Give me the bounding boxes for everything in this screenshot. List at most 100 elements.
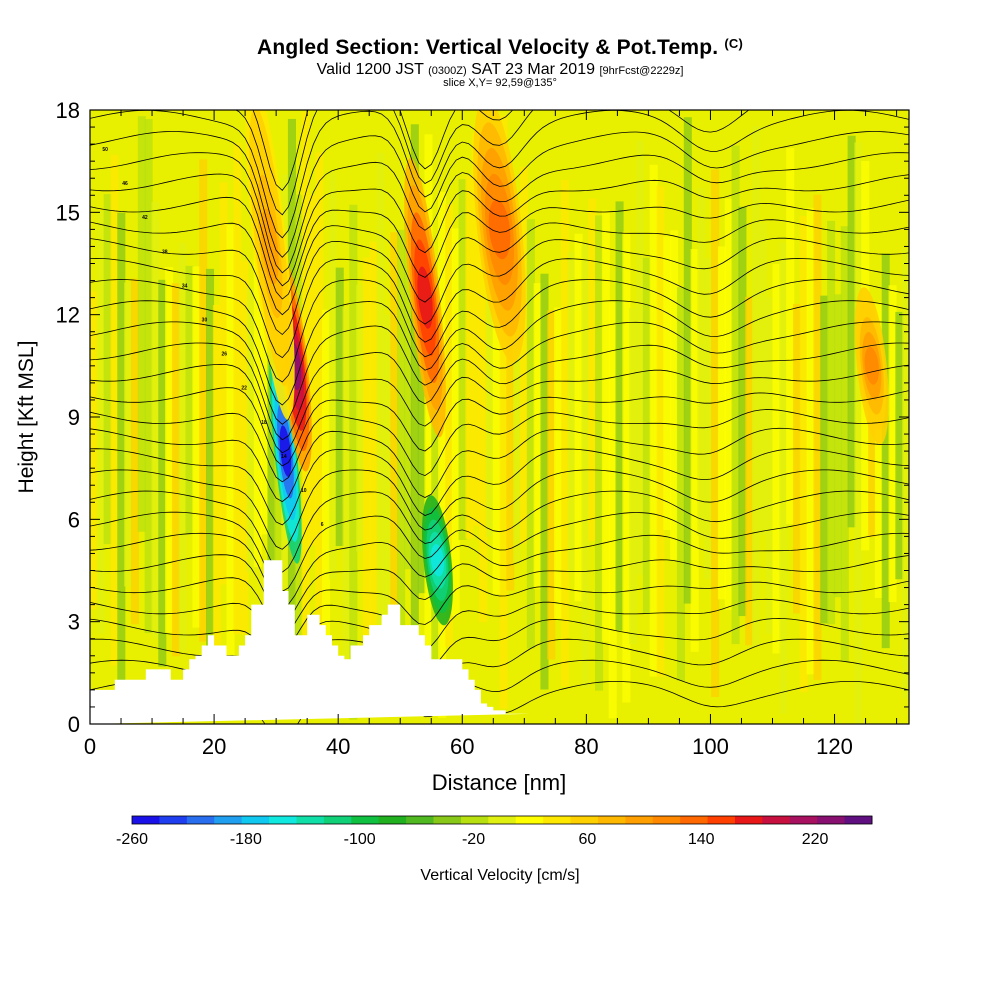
- velocity-stripe: [383, 314, 392, 691]
- contour-label: 14: [281, 454, 287, 460]
- x-axis-label: Distance [nm]: [432, 770, 567, 795]
- velocity-stripe: [472, 133, 481, 527]
- colorbar-tick-label: -20: [462, 831, 485, 848]
- contour-label: 42: [142, 215, 148, 221]
- theta-contour-line: [235, 110, 750, 216]
- velocity-stripe: [758, 222, 767, 535]
- y-tick-label: 18: [56, 98, 80, 123]
- theta-contour-line: [90, 409, 909, 483]
- contour-label: 38: [162, 249, 168, 255]
- contour-label: 30: [202, 317, 208, 323]
- colorbar-swatch: [707, 816, 736, 824]
- velocity-stripe: [465, 175, 474, 539]
- colorbar-tick-label: -180: [230, 831, 262, 848]
- theta-contour-line: [90, 511, 909, 592]
- x-tick-label: 20: [202, 734, 226, 759]
- velocity-stripe: [738, 206, 747, 617]
- velocity-stripe: [752, 125, 761, 647]
- velocity-stripe: [226, 224, 235, 658]
- velocity-stripe: [206, 268, 215, 697]
- velocity-stripe: [772, 263, 781, 654]
- velocity-stripe: [567, 252, 576, 573]
- y-axis-label: Height [Kft MSL]: [15, 341, 38, 494]
- velocity-stripe: [376, 152, 385, 664]
- colorbar-swatch: [789, 816, 818, 824]
- velocity-stripe: [158, 279, 167, 667]
- forecast-info: [9hrFcst@2229z]: [599, 65, 684, 77]
- theta-contour-line: [90, 219, 909, 316]
- velocity-stripe: [608, 302, 617, 719]
- velocity-stripe: [560, 180, 569, 687]
- y-tick-label: 15: [56, 200, 80, 225]
- title-unit: (C): [724, 36, 744, 51]
- x-tick-label: 0: [84, 734, 96, 759]
- velocity-stripe: [574, 233, 583, 602]
- velocity-stripe: [881, 253, 890, 649]
- colorbar-swatch: [132, 816, 160, 824]
- colorbar-swatch: [817, 816, 846, 824]
- chart-subtitle: Valid 1200 JST (0300Z) SAT 23 Mar 2019 […: [316, 61, 684, 78]
- velocity-stripe: [656, 186, 665, 677]
- plot-area: 50 46 42 38 34 30 26 22 18 14 10 6: [90, 110, 917, 724]
- velocity-stripe: [438, 191, 447, 718]
- velocity-stripe: [711, 169, 720, 698]
- contour-label: 50: [102, 147, 108, 153]
- contour-label: 26: [222, 352, 228, 358]
- x-tick-label: 100: [692, 734, 729, 759]
- velocity-stripe: [622, 231, 631, 703]
- theta-contour-line: [90, 554, 909, 621]
- colorbar-swatch: [433, 816, 462, 824]
- velocity-stripe: [363, 257, 372, 714]
- velocity-stripe: [909, 213, 917, 671]
- theta-contour-line: [90, 173, 909, 287]
- velocity-stripe: [670, 230, 679, 560]
- velocity-stripe: [854, 142, 863, 724]
- velocity-stripe: [615, 201, 624, 631]
- velocity-stripe: [328, 171, 337, 580]
- colorbar-tick-label: 220: [802, 831, 829, 848]
- chart-title: Angled Section: Vertical Velocity & Pot.…: [256, 36, 744, 59]
- velocity-stripe: [246, 287, 256, 572]
- theta-contour-line: [90, 598, 909, 650]
- velocity-stripe: [874, 301, 883, 599]
- velocity-stripe: [540, 273, 549, 690]
- velocity-stripe: [526, 219, 535, 649]
- theta-contour-line: [90, 110, 909, 239]
- colorbar-swatch: [597, 816, 626, 824]
- colorbar-swatch: [543, 816, 572, 824]
- colorbar-tick-label: 60: [578, 831, 596, 848]
- theta-contour-line: [90, 321, 909, 425]
- velocity-feature: [854, 287, 889, 445]
- velocity-stripe: [451, 228, 460, 616]
- contour-label: 6: [321, 522, 324, 528]
- theta-contour-line: [90, 363, 909, 454]
- velocity-stripe: [840, 226, 849, 662]
- velocity-stripe: [642, 257, 651, 615]
- theta-contour-line: [90, 577, 909, 634]
- contour-label: 18: [261, 420, 267, 426]
- theta-contour-line: [90, 257, 909, 359]
- x-tick-label: 40: [326, 734, 350, 759]
- velocity-stripe: [513, 211, 522, 564]
- velocity-stripe: [547, 310, 556, 660]
- velocity-stripe: [731, 145, 740, 645]
- theta-contour-line: [90, 152, 909, 274]
- velocity-stripe: [833, 294, 842, 598]
- velocity-stripe: [902, 248, 909, 700]
- velocity-stripe: [554, 307, 563, 619]
- colorbar-swatch: [241, 816, 270, 824]
- velocity-stripe: [595, 215, 604, 691]
- colorbar-swatch: [680, 816, 709, 824]
- velocity-stripe: [499, 115, 508, 709]
- velocity-stripe: [342, 307, 351, 690]
- y-tick-label: 6: [68, 507, 80, 532]
- velocity-stripe: [492, 144, 501, 595]
- colorbar-tick-label: -100: [344, 831, 376, 848]
- contour-label: 34: [182, 283, 188, 289]
- velocity-stripe: [403, 222, 413, 570]
- colorbar-swatch: [625, 816, 654, 824]
- colorbar-swatch: [488, 816, 517, 824]
- velocity-stripe: [110, 154, 119, 666]
- velocity-stripe: [444, 204, 453, 647]
- velocity-stripe: [704, 258, 713, 580]
